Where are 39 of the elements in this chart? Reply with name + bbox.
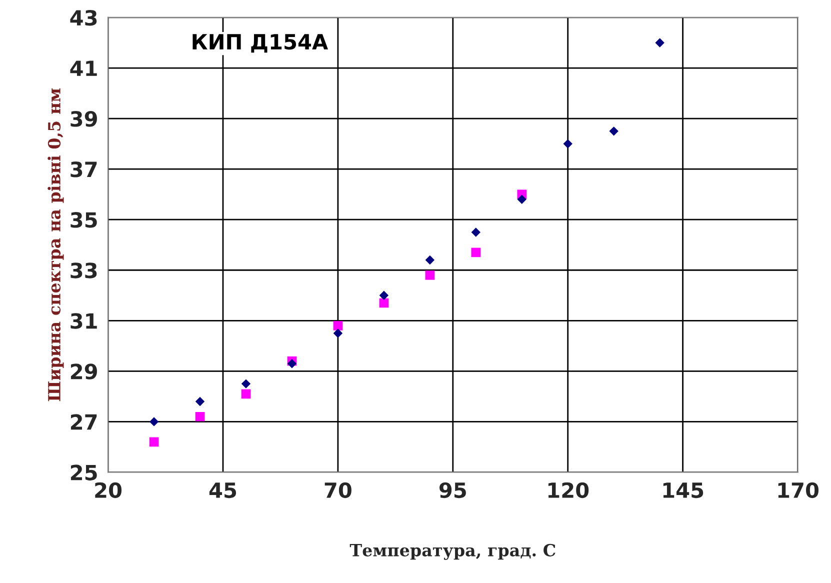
point (333, 321, 343, 330)
x-tick-label: 20 (95, 482, 122, 498)
y-tick-label: 37 (70, 162, 97, 178)
point (195, 412, 205, 422)
point (563, 139, 572, 148)
point (195, 396, 205, 406)
y-tick-label: 39 (70, 110, 97, 127)
point (517, 194, 526, 204)
y-tick-label: 27 (70, 414, 97, 430)
point (655, 38, 664, 48)
x-tick-label: 170 (778, 482, 819, 498)
text: КИП Д154А (192, 34, 328, 53)
x-tick-label: 120 (548, 482, 589, 498)
point (379, 290, 389, 300)
point (287, 358, 297, 368)
x-tick-label: 45 (209, 482, 236, 498)
y-tick-label: 41 (70, 60, 97, 76)
y-tick-label: 35 (70, 212, 97, 228)
point (149, 417, 159, 426)
y-tick-label: 25 (70, 464, 97, 480)
y-tick-label: 29 (70, 364, 97, 380)
point (149, 437, 159, 447)
point (471, 228, 480, 237)
point (241, 389, 251, 399)
x-tick-label: 95 (439, 482, 466, 498)
point (241, 379, 251, 388)
point (425, 270, 435, 280)
y-axis-title: Ширина спектра на рівні 0,5 нм (48, 88, 64, 402)
x-axis-title: Температура, град. С (350, 544, 556, 560)
point (333, 328, 343, 338)
point (379, 298, 389, 308)
y-tick-label: 31 (70, 313, 97, 329)
point (609, 126, 618, 136)
x-tick-label: 145 (663, 482, 704, 498)
point (425, 255, 435, 265)
x-tick-label: 70 (324, 482, 352, 498)
y-tick-label: 33 (70, 262, 97, 278)
y-tick-label: 43 (70, 10, 97, 26)
point (471, 248, 481, 258)
